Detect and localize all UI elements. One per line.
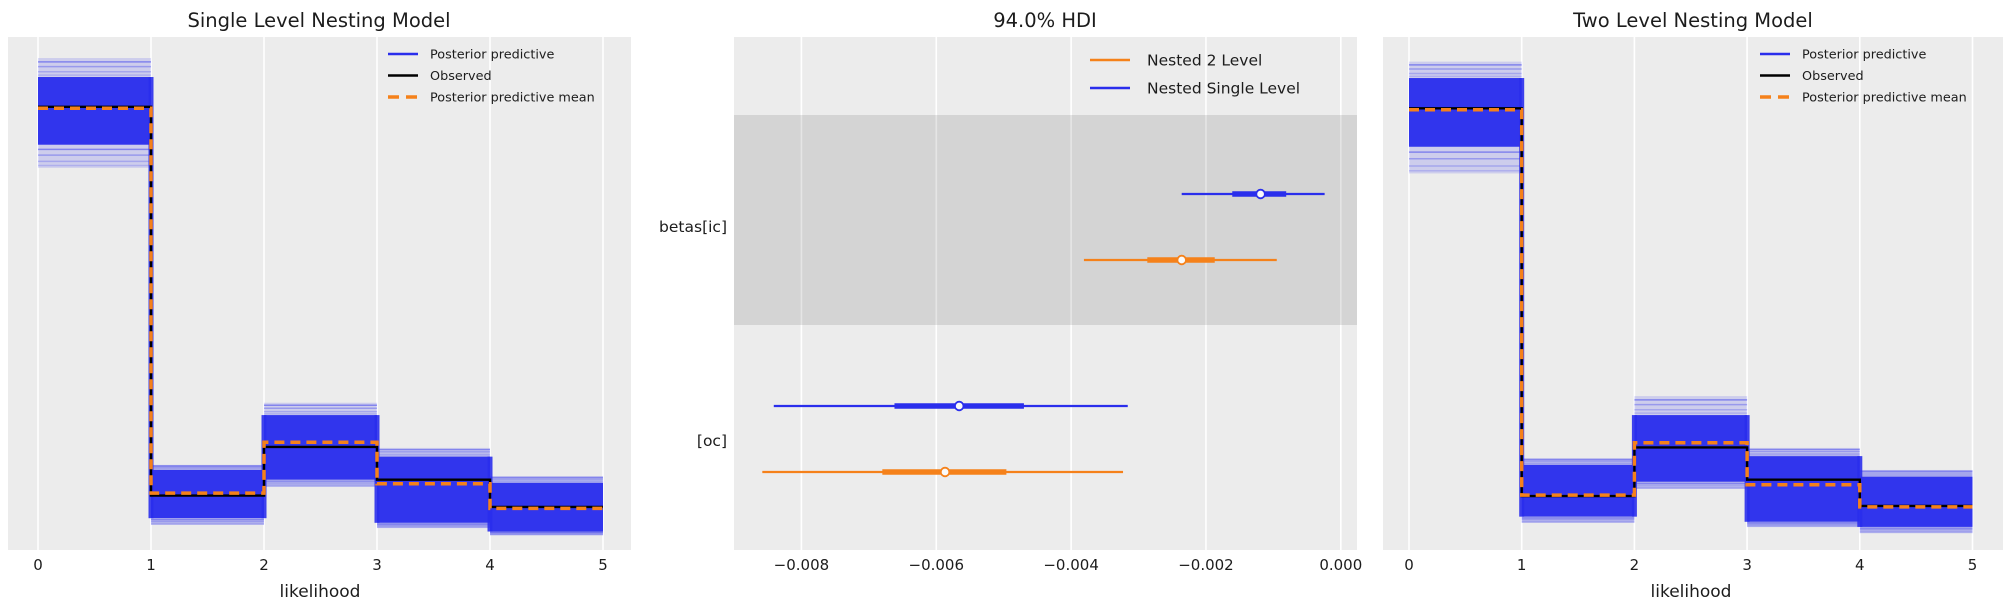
ppc-band-fade [151, 518, 264, 525]
panel-two-level: 0 1 2 3 4 5 Two Level Nesting Model likelihoo… [1383, 9, 2003, 602]
x-tick-label: 0 [1404, 556, 1414, 574]
x-tick-label: 4 [485, 556, 495, 574]
x-tick-label: 4 [1855, 556, 1865, 574]
x-tick-label: −0.006 [909, 556, 965, 574]
x-tick-label: 2 [259, 556, 269, 574]
ppc-band-fade [1859, 526, 1973, 534]
posterior-predictive-legend-label: Posterior predictive [1802, 48, 1926, 63]
single-level-xlabel: likelihood [280, 582, 361, 602]
ppc-band-fade [151, 464, 264, 470]
posterior-predictive-legend-label: Posterior predictive [430, 48, 554, 63]
row-label-oc: [oc] [697, 432, 727, 450]
ppc-band-fade [1634, 396, 1748, 416]
x-tick-label: 3 [1742, 556, 1752, 574]
ppc-band-fade [38, 144, 151, 168]
hdi-forest-title: 94.0% HDI [993, 9, 1097, 32]
posterior-predictive-mean-legend-label: Posterior predictive mean [1802, 91, 1967, 106]
ppc-band-core [1521, 464, 1635, 517]
ppc-band-fade [264, 402, 377, 416]
row-label-betas-ic: betas[ic] [659, 218, 727, 236]
ppc-band-fade [1747, 447, 1860, 457]
single-level-x-ticks: 0 1 2 3 4 5 [33, 556, 608, 574]
hdi-forest-legend: Nested 2 Level Nested Single Level [1090, 52, 1300, 98]
two-level-x-ticks: 0 1 2 3 4 5 [1404, 556, 1977, 574]
ppc-band-core [1409, 78, 1522, 147]
ppc-band-fade [1859, 469, 1973, 477]
ppc-band-core [1859, 476, 1973, 527]
ppc-band-fade [490, 531, 603, 536]
median-dot [1255, 188, 1266, 200]
x-tick-label: 1 [146, 556, 156, 574]
ppc-band-core [1747, 456, 1860, 522]
x-tick-label: −0.008 [774, 556, 830, 574]
panel-single-level: 0 1 2 3 4 5 Single Level Nesting Model likeli… [8, 9, 631, 602]
x-tick-label: −0.002 [1178, 556, 1234, 574]
x-tick-label: 2 [1630, 556, 1640, 574]
x-tick-label: 5 [1968, 556, 1978, 574]
observed-legend-label: Observed [1802, 69, 1864, 84]
hdi-forest-content [734, 115, 1357, 478]
hdi-forest-x-ticks: −0.008 −0.006 −0.004 −0.002 0.000 [774, 556, 1363, 574]
ppc-band-fade [1409, 146, 1522, 174]
x-tick-label: −0.004 [1043, 556, 1099, 574]
ppc-band-fade [1521, 516, 1635, 523]
median-dot [953, 400, 965, 412]
single-level-content [38, 58, 603, 536]
single-level-title: Single Level Nesting Model [187, 9, 450, 32]
posterior-predictive-mean-step-line [38, 106, 603, 511]
median-dot [1176, 254, 1187, 266]
ppc-band-fade [1409, 61, 1522, 79]
two-level-xlabel: likelihood [1651, 582, 1732, 602]
x-tick-label: 0 [33, 556, 43, 574]
median-dot [939, 466, 951, 478]
ppc-band-fade [264, 479, 377, 487]
observed-legend-label: Observed [430, 69, 492, 84]
ppc-band-fade [377, 522, 490, 528]
ppc-band-fade [377, 447, 490, 457]
x-tick-label: 5 [598, 556, 608, 574]
ppc-band-fade [38, 58, 151, 78]
nested-2-level-legend-label: Nested 2 Level [1147, 52, 1262, 70]
two-level-content [1409, 61, 1973, 534]
single-level-legend: Posterior predictive Observed Posterior … [388, 48, 595, 106]
ppc-band-fade [490, 476, 603, 483]
ppc-band-core [38, 77, 151, 145]
posterior-predictive-mean-legend-label: Posterior predictive mean [430, 91, 595, 106]
two-level-title: Two Level Nesting Model [1572, 9, 1813, 32]
posterior-predictive-mean-step-line [1409, 108, 1973, 509]
nested-single-level-legend-label: Nested Single Level [1147, 80, 1300, 98]
panel-hdi-forest: −0.008 −0.006 −0.004 −0.002 0.000 94.0% HDI … [659, 9, 1362, 574]
ppc-band-fade [1747, 521, 1860, 527]
ppc-band-fade [1634, 481, 1748, 489]
forest-group-band [734, 115, 1357, 325]
two-level-legend: Posterior predictive Observed Posterior … [1760, 48, 1967, 106]
ppc-band-fade [1521, 458, 1635, 465]
x-tick-label: 1 [1517, 556, 1527, 574]
x-tick-label: 3 [372, 556, 382, 574]
x-tick-label: 0.000 [1319, 556, 1362, 574]
ppc-band-core [377, 456, 490, 523]
